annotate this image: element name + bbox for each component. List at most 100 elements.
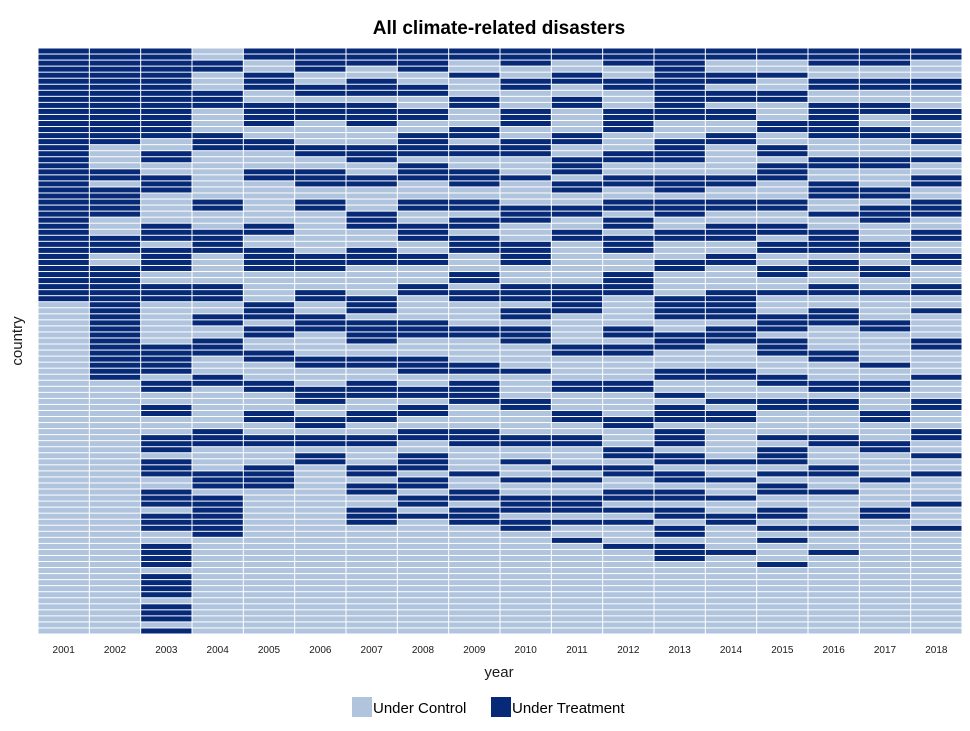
cell-under-control (89, 157, 141, 163)
cell-under-treatment (38, 284, 89, 290)
cell-under-control (243, 543, 295, 549)
cell-under-control (500, 549, 551, 555)
cell-under-treatment (397, 108, 449, 114)
cell-under-treatment (654, 477, 705, 483)
cell-under-control (603, 139, 654, 145)
cell-under-treatment (449, 217, 500, 223)
cell-under-treatment (397, 235, 449, 241)
cell-under-treatment (808, 290, 859, 296)
cell-under-control (757, 308, 808, 314)
cell-under-treatment (346, 320, 397, 326)
cell-under-treatment (757, 247, 808, 253)
cell-under-treatment (89, 193, 141, 199)
cell-under-treatment (397, 290, 449, 296)
cell-under-treatment (192, 483, 243, 489)
cell-under-control (603, 610, 654, 616)
cell-under-control (500, 66, 551, 72)
cell-under-treatment (705, 495, 757, 501)
cell-under-treatment (654, 302, 705, 308)
cell-under-treatment (449, 362, 500, 368)
cell-under-control (295, 429, 346, 435)
cell-under-treatment (243, 471, 295, 477)
cell-under-treatment (859, 133, 911, 139)
cell-under-treatment (346, 157, 397, 163)
cell-under-control (346, 586, 397, 592)
cell-under-control (911, 145, 962, 151)
cell-under-control (603, 90, 654, 96)
cell-under-control (705, 386, 757, 392)
cell-under-control (295, 489, 346, 495)
cell-under-control (397, 78, 449, 84)
cell-under-treatment (500, 241, 551, 247)
cell-under-treatment (859, 211, 911, 217)
cell-under-control (449, 610, 500, 616)
cell-under-control (192, 562, 243, 568)
cell-under-control (859, 350, 911, 356)
cell-under-treatment (705, 398, 757, 404)
cell-under-control (397, 622, 449, 628)
cell-under-treatment (654, 344, 705, 350)
cell-under-control (38, 386, 89, 392)
cell-under-treatment (449, 272, 500, 278)
cell-under-treatment (551, 350, 603, 356)
cell-under-control (141, 531, 192, 537)
cell-under-treatment (38, 217, 89, 223)
cell-under-control (757, 102, 808, 108)
cell-under-treatment (141, 114, 192, 120)
cell-under-control (757, 622, 808, 628)
cell-under-treatment (654, 157, 705, 163)
cell-under-control (346, 610, 397, 616)
cell-under-control (397, 278, 449, 284)
cell-under-control (295, 477, 346, 483)
cell-under-treatment (38, 169, 89, 175)
cell-under-treatment (911, 133, 962, 139)
cell-under-treatment (346, 332, 397, 338)
cell-under-treatment (192, 441, 243, 447)
cell-under-treatment (141, 580, 192, 586)
cell-under-control (757, 296, 808, 302)
cell-under-treatment (192, 90, 243, 96)
cell-under-control (757, 568, 808, 574)
cell-under-control (705, 127, 757, 133)
cell-under-control (243, 217, 295, 223)
cell-under-treatment (192, 374, 243, 380)
cell-under-treatment (911, 453, 962, 459)
cell-under-treatment (808, 241, 859, 247)
cell-under-treatment (346, 417, 397, 423)
cell-under-control (705, 60, 757, 66)
cell-under-control (757, 386, 808, 392)
cell-under-treatment (500, 211, 551, 217)
cell-under-control (757, 549, 808, 555)
cell-under-control (192, 368, 243, 374)
cell-under-control (705, 531, 757, 537)
cell-under-control (859, 435, 911, 441)
cell-under-treatment (654, 404, 705, 410)
cell-under-control (500, 598, 551, 604)
cell-under-treatment (346, 114, 397, 120)
cell-under-treatment (89, 356, 141, 362)
cell-under-control (38, 453, 89, 459)
cell-under-treatment (654, 139, 705, 145)
cell-under-treatment (141, 604, 192, 610)
cell-under-control (500, 272, 551, 278)
cell-under-control (705, 586, 757, 592)
cell-under-control (859, 628, 911, 634)
cell-under-treatment (295, 145, 346, 151)
cell-under-control (346, 543, 397, 549)
cell-under-treatment (89, 344, 141, 350)
cell-under-treatment (141, 489, 192, 495)
cell-under-control (500, 374, 551, 380)
cell-under-control (295, 368, 346, 374)
cell-under-control (192, 459, 243, 465)
cell-under-control (192, 169, 243, 175)
cell-under-control (911, 187, 962, 193)
cell-under-control (551, 356, 603, 362)
cell-under-control (603, 429, 654, 435)
cell-under-treatment (38, 151, 89, 157)
cell-under-control (654, 217, 705, 223)
cell-under-treatment (808, 187, 859, 193)
cell-under-control (859, 90, 911, 96)
cell-under-control (808, 344, 859, 350)
cell-under-treatment (243, 139, 295, 145)
cell-under-control (911, 628, 962, 634)
